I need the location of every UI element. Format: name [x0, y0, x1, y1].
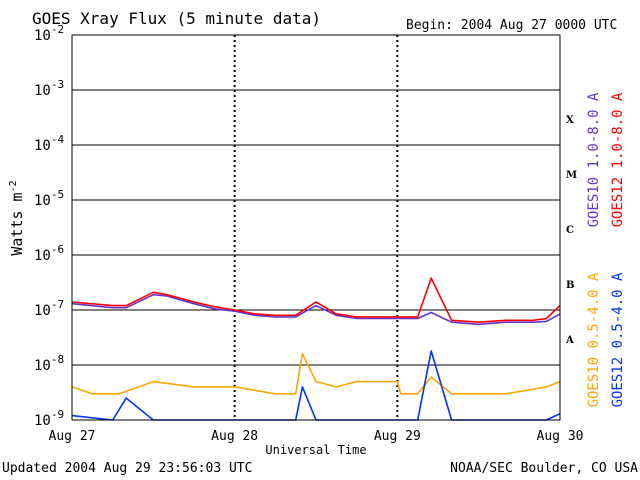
credit: NOAA/SEC Boulder, CO USA [450, 461, 638, 476]
y-tick-label: 10-2 [34, 23, 64, 44]
y-tick-label: 10-8 [34, 353, 64, 374]
y-tick-label: 10-3 [34, 78, 64, 99]
x-axis-tick-labels: Aug 27 Aug 28 Aug 29 Aug 30 [49, 429, 584, 444]
legend-entry-0: GOES10 1.0-8.0 A [586, 92, 602, 227]
y-tick-label: 10-5 [34, 188, 64, 209]
y-axis-label: Watts m-2 [8, 180, 26, 255]
series-layer [71, 277, 561, 421]
x-tick-label: Aug 29 [374, 429, 421, 444]
legend: GOES10 1.0-8.0 A GOES12 1.0-8.0 A GOES10 0… [586, 92, 626, 407]
flare-class-labels: X M C B A [565, 115, 577, 346]
x-tick-label: Aug 27 [49, 429, 96, 444]
flare-class-c: C [566, 225, 574, 236]
y-tick-label: 10-9 [34, 408, 64, 429]
series-line-3 [71, 350, 561, 421]
series-line-0 [71, 293, 561, 326]
legend-entry-1: GOES12 1.0-8.0 A [610, 92, 626, 227]
flare-class-m: M [566, 170, 577, 181]
x-axis-label: Universal Time [265, 443, 366, 457]
y-tick-label: 10-7 [34, 298, 64, 319]
plot-frame [71, 34, 561, 421]
y-tick-label: 10-4 [34, 133, 64, 154]
day-tick-marks [233, 35, 399, 420]
legend-entry-3: GOES12 0.5-4.0 A [610, 272, 626, 407]
horizontal-grid [72, 34, 560, 421]
flare-class-a: A [565, 335, 574, 346]
x-tick-label: Aug 30 [537, 429, 584, 444]
y-tick-label: 10-6 [34, 243, 64, 264]
series-line-2 [71, 353, 561, 395]
chart-title: GOES Xray Flux (5 minute data) [32, 9, 321, 28]
updated-time: Updated 2004 Aug 29 23:56:03 UTC [2, 461, 252, 476]
series-line-1 [71, 277, 561, 323]
y-axis-tick-labels: 10-2 10-3 10-4 10-5 10-6 10-7 10-8 10-9 [34, 23, 64, 429]
x-tick-label: Aug 28 [211, 429, 258, 444]
legend-entry-2: GOES10 0.5-4.0 A [586, 272, 602, 407]
begin-time: Begin: 2004 Aug 27 0000 UTC [406, 18, 617, 33]
flare-class-x: X [566, 115, 574, 126]
flare-class-b: B [566, 280, 574, 291]
